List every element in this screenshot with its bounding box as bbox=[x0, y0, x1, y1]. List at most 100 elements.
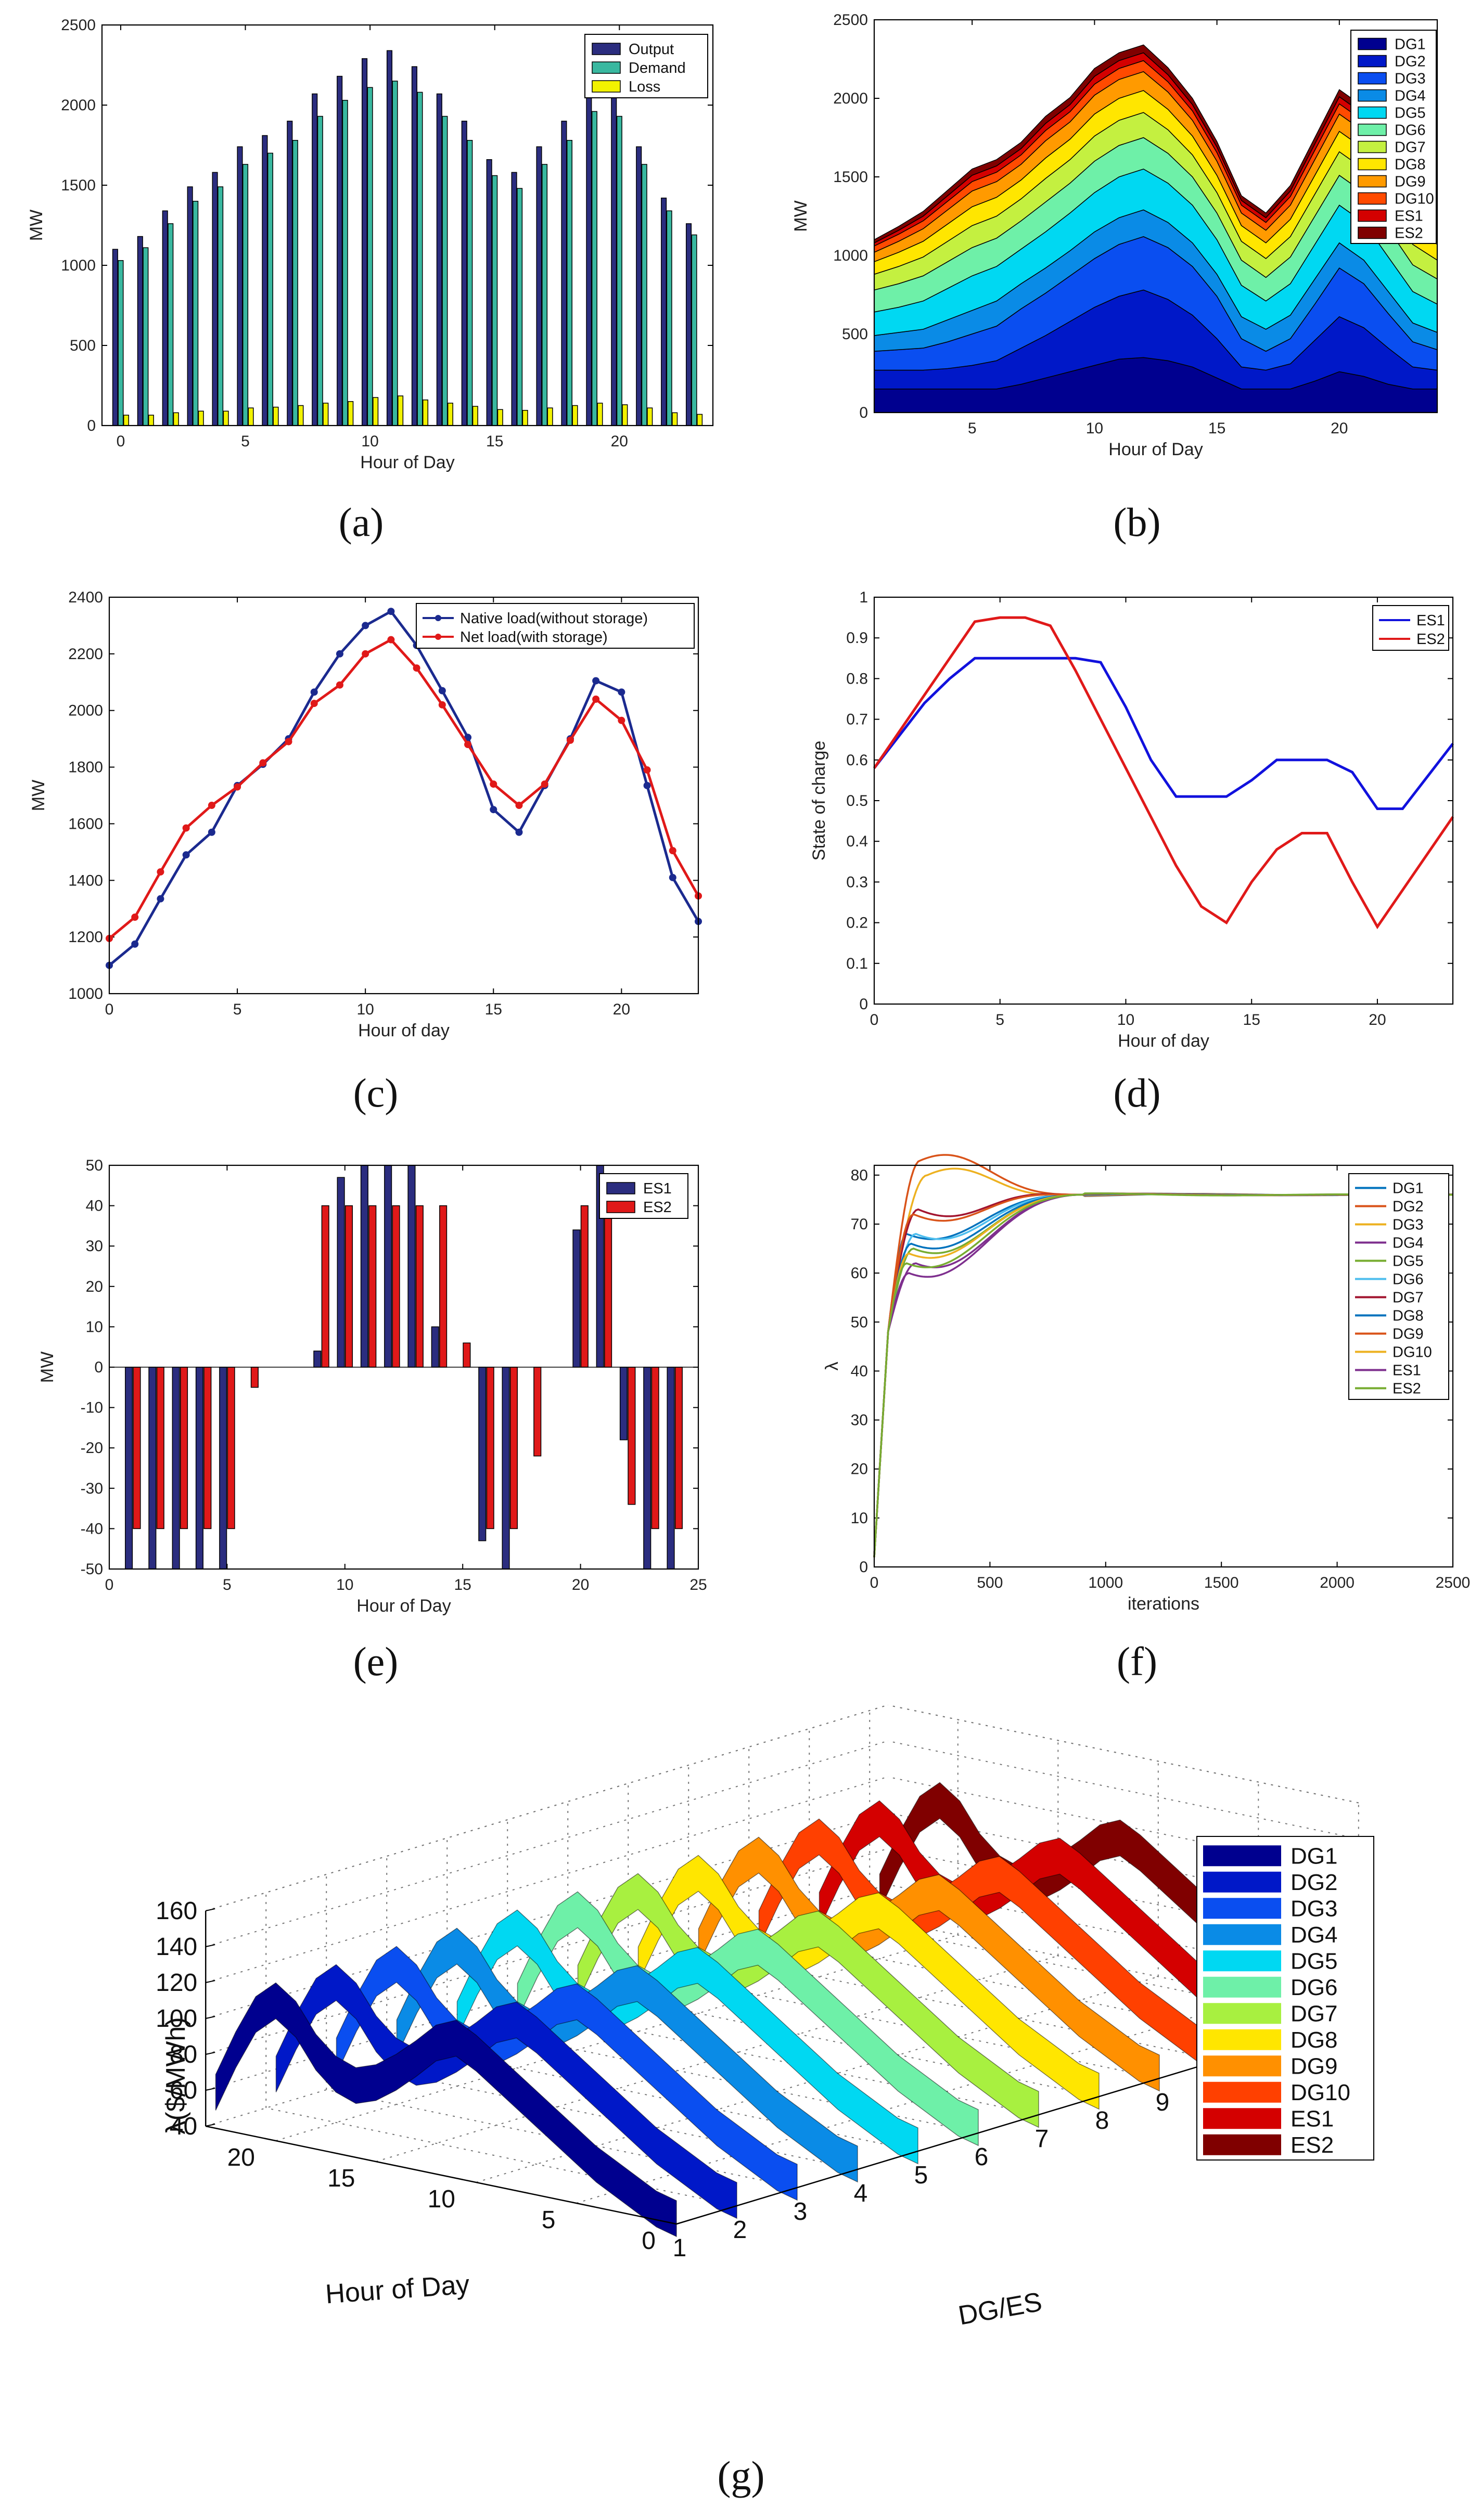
legend-swatch-DG9 bbox=[1203, 2055, 1281, 2077]
y-tick-label: 2000 bbox=[68, 702, 103, 719]
x-axis-label: Hour of Day bbox=[356, 1596, 451, 1616]
y-tick-label: 0.3 bbox=[846, 873, 868, 891]
bar-output-17 bbox=[536, 146, 542, 426]
bar-loss-23 bbox=[697, 414, 703, 426]
x-tick-label: 0 bbox=[870, 1011, 879, 1028]
z-tick-mark bbox=[206, 2052, 215, 2055]
legend-swatch-DG1 bbox=[1203, 1845, 1281, 1867]
point-native-13 bbox=[438, 687, 446, 695]
x-tick-label: 0 bbox=[117, 433, 125, 450]
y-tick-label: 2000 bbox=[61, 97, 96, 114]
legend-swatch-Loss bbox=[592, 80, 621, 93]
bar-es2-23 bbox=[651, 1367, 659, 1529]
caption-b: (b) bbox=[1114, 499, 1161, 545]
legend-label-DG3: DG3 bbox=[1291, 1896, 1337, 1921]
x-tick-label: 15 bbox=[1243, 1011, 1260, 1028]
bar-demand-23 bbox=[691, 234, 697, 426]
legend-swatch-DG6 bbox=[1203, 1976, 1281, 1998]
y-axis-label: State of charge bbox=[809, 741, 829, 861]
y-tick-label: 0 bbox=[859, 1559, 868, 1576]
panel-g-3d-price-ribbons: 4060801001201401600510152012345678910111… bbox=[156, 1704, 1374, 2331]
legend-label-Net load(with storage): Net load(with storage) bbox=[460, 629, 608, 646]
y-tick-label: 1500 bbox=[833, 169, 868, 186]
z-tick-mark bbox=[206, 2124, 215, 2127]
bar-output-4 bbox=[212, 172, 218, 426]
bar-output-15 bbox=[486, 159, 492, 426]
bar-es2-15 bbox=[463, 1342, 471, 1368]
point-native-9 bbox=[336, 650, 343, 658]
hour-tick-label: 10 bbox=[428, 2185, 455, 2213]
bar-output-21 bbox=[636, 146, 642, 426]
point-native-16 bbox=[515, 828, 523, 836]
z-tick-mark bbox=[206, 2088, 215, 2091]
bar-output-8 bbox=[312, 93, 318, 426]
panel-a-output-demand-loss-bars: 0 500 1000 1500 2000 2500 0 5 10 15 20 Hour of Day M… bbox=[27, 17, 714, 472]
caption-f: (f) bbox=[1117, 1639, 1157, 1684]
x-tick-label: 15 bbox=[1208, 420, 1225, 437]
ribbon-dg1 bbox=[215, 1982, 677, 2238]
legend-swatch-DG2 bbox=[1358, 55, 1387, 68]
point-net-2 bbox=[157, 868, 164, 876]
legend-swatch-DG6 bbox=[1358, 123, 1387, 136]
unit-tick-label: 5 bbox=[914, 2162, 928, 2189]
z-tick-label: 80 bbox=[170, 2041, 197, 2068]
legend-label-DG5: DG5 bbox=[1395, 105, 1426, 122]
x-axis-label: Hour of day bbox=[358, 1021, 450, 1040]
unit-tick-label: 7 bbox=[1035, 2125, 1049, 2153]
y-tick-label: 10 bbox=[851, 1510, 868, 1527]
bar-demand-15 bbox=[492, 175, 498, 426]
bar-demand-9 bbox=[342, 100, 348, 426]
bar-demand-10 bbox=[367, 87, 373, 426]
legend-label-DG2: DG2 bbox=[1392, 1199, 1424, 1215]
y-tick-label: 0.5 bbox=[846, 792, 868, 809]
point-native-19 bbox=[592, 677, 600, 685]
point-net-17 bbox=[541, 780, 548, 788]
x-tick-label: 20 bbox=[613, 1001, 630, 1018]
point-net-11 bbox=[387, 636, 395, 644]
y-tick-label: -10 bbox=[81, 1399, 103, 1417]
x-tick-label: 20 bbox=[611, 433, 628, 450]
bar-es1-12 bbox=[384, 1165, 392, 1368]
point-net-4 bbox=[208, 802, 215, 809]
point-native-20 bbox=[618, 688, 625, 696]
bar-output-20 bbox=[611, 95, 617, 426]
y-tick-label: -30 bbox=[81, 1480, 103, 1497]
bar-es1-22 bbox=[619, 1367, 628, 1441]
caption-d: (d) bbox=[1114, 1070, 1161, 1115]
bar-loss-10 bbox=[373, 397, 379, 426]
bar-output-2 bbox=[162, 210, 168, 426]
bar-demand-14 bbox=[467, 140, 473, 426]
legend-label-DG3: DG3 bbox=[1395, 71, 1426, 87]
legend-swatch-ES2 bbox=[606, 1201, 635, 1213]
x-tick-label: 10 bbox=[336, 1576, 353, 1593]
unit-axis-label: DG/ES bbox=[956, 2287, 1044, 2331]
y-tick-label: 0 bbox=[87, 417, 96, 434]
bar-loss-2 bbox=[173, 412, 179, 426]
z-tick-label: 60 bbox=[170, 2077, 197, 2104]
bar-demand-5 bbox=[242, 164, 249, 426]
box-edge bbox=[887, 1704, 1359, 1804]
x-tick-label: 2500 bbox=[1436, 1574, 1471, 1591]
y-tick-label: 1400 bbox=[68, 872, 103, 889]
bar-es1-24 bbox=[667, 1367, 675, 1570]
point-net-7 bbox=[285, 738, 292, 745]
y-tick-label: 0.4 bbox=[846, 833, 868, 850]
bar-loss-19 bbox=[597, 403, 603, 426]
y-tick-label: 0.7 bbox=[846, 711, 868, 728]
bar-es2-12 bbox=[392, 1205, 400, 1368]
bar-loss-14 bbox=[472, 406, 478, 426]
bar-loss-8 bbox=[323, 403, 329, 426]
hour-tick-label: 15 bbox=[327, 2165, 355, 2192]
y-tick-label: 20 bbox=[86, 1278, 103, 1295]
z-tick-mark bbox=[206, 1944, 215, 1947]
legend-label-Output: Output bbox=[629, 41, 674, 58]
plot-frame bbox=[873, 1164, 1454, 1568]
y-tick-label: 0.2 bbox=[846, 915, 868, 932]
y-tick-label: 0.9 bbox=[846, 629, 868, 647]
bar-output-1 bbox=[137, 236, 143, 426]
point-net-6 bbox=[259, 759, 267, 767]
y-tick-label: -20 bbox=[81, 1439, 103, 1457]
legend-label-DG4: DG4 bbox=[1392, 1235, 1424, 1252]
bar-demand-22 bbox=[666, 210, 672, 426]
bar-loss-21 bbox=[647, 407, 653, 426]
